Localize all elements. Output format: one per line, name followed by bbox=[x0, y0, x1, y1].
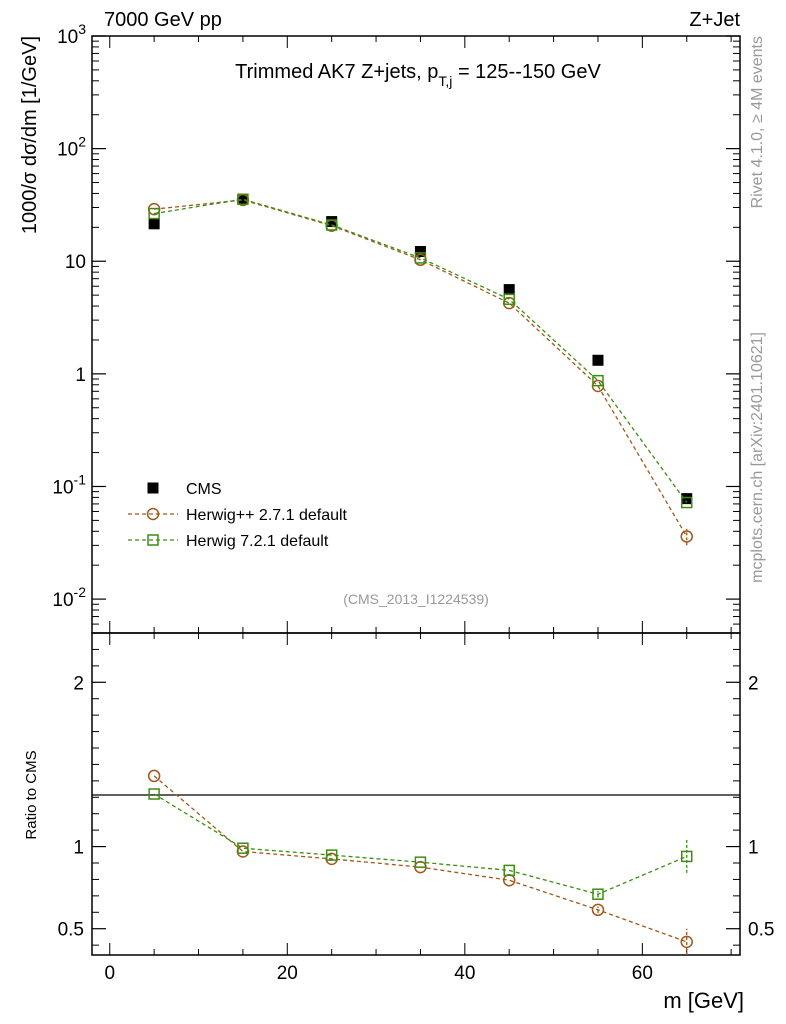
main-y-tick-base: 10 bbox=[65, 252, 86, 273]
point-herwig-2-7-1-default bbox=[147, 769, 161, 783]
point-herwig-7-2-1-default bbox=[503, 293, 515, 305]
series-line-herwig-7-2-1-default bbox=[154, 198, 688, 503]
point-herwig-7-2-1-default bbox=[592, 374, 604, 387]
main-title-head: Trimmed AK7 Z+jets, p bbox=[235, 61, 438, 83]
header-left: 7000 GeV pp bbox=[104, 9, 222, 31]
legend-label-herwig-2-7-1-default: Herwig++ 2.7.1 default bbox=[186, 507, 348, 524]
main-y-tick-label: 1 bbox=[75, 365, 86, 386]
point-herwig-7-2-1-default bbox=[148, 788, 160, 800]
ratio-y-tick-label-left: 2 bbox=[73, 673, 84, 694]
series-cms bbox=[148, 193, 693, 505]
ratio-y-tick-label-left: 1 bbox=[73, 838, 84, 859]
point-herwig-7-2-1-default bbox=[680, 496, 693, 509]
point-herwig-7-2-1-default bbox=[237, 193, 249, 206]
legend-label-cms: CMS bbox=[186, 481, 222, 498]
point-herwig-7-2-1-default bbox=[148, 207, 160, 220]
legend-label-herwig-7-2-1-default: Herwig 7.2.1 default bbox=[186, 533, 329, 550]
main-y-tick-label: 103 bbox=[57, 21, 86, 48]
main-y-tick-base: 1 bbox=[75, 365, 86, 386]
ratio-y-tick-label-right: 1 bbox=[748, 838, 759, 859]
main-y-tick-base: 10 bbox=[57, 140, 78, 161]
series-line-herwig-7-2-1-default bbox=[153, 793, 687, 895]
main-y-tick-label: 10-1 bbox=[52, 471, 86, 498]
main-y-tick-exponent: 2 bbox=[78, 134, 86, 150]
ratio-y-tick-label-right: 2 bbox=[748, 673, 759, 694]
ratio-series bbox=[147, 769, 693, 955]
point-herwig-7-2-1-default bbox=[325, 849, 338, 861]
main-title: Trimmed AK7 Z+jets, pT,j = 125--150 GeV bbox=[235, 61, 601, 89]
main-y-tick-label: 102 bbox=[57, 134, 86, 161]
legend: CMS Herwig++ 2.7.1 default Herwig 7.2.1 de… bbox=[128, 481, 348, 550]
main-series bbox=[147, 193, 693, 546]
x-axis-label: m [GeV] bbox=[663, 988, 744, 1013]
main-y-tick-base: 10 bbox=[57, 27, 78, 48]
point-herwig-7-2-1-default bbox=[414, 252, 427, 264]
ratio-axis-ticks: 0.5 0.51 12 20 20 40 60 bbox=[58, 633, 774, 984]
point-cms bbox=[592, 354, 604, 366]
point-cms bbox=[414, 246, 426, 258]
ratio-plot-frame bbox=[91, 632, 741, 956]
point-cms bbox=[148, 218, 160, 230]
legend-marker-cms bbox=[147, 482, 159, 494]
point-herwig-7-2-1-default bbox=[592, 888, 604, 900]
main-y-tick-label: 10 bbox=[65, 252, 86, 273]
main-y-axis-label: 1000/σ dσ/dm [1/GeV] bbox=[19, 36, 41, 234]
main-y-tick-exponent: -2 bbox=[74, 584, 87, 600]
series-line-herwig-2-7-1-default bbox=[154, 199, 688, 537]
series-herwig-7-2-1-default bbox=[148, 788, 693, 900]
series-line-herwig-2-7-1-default bbox=[153, 775, 687, 943]
series-herwig-7-2-1-default bbox=[148, 193, 693, 509]
ratio-y-tick-label-left: 0.5 bbox=[58, 920, 84, 941]
point-herwig-7-2-1-default bbox=[325, 219, 338, 231]
point-herwig-2-7-1-default bbox=[680, 935, 693, 949]
ratio-x-tick-label: 0 bbox=[104, 963, 115, 984]
main-title-sub: T,j bbox=[438, 73, 452, 89]
point-herwig-7-2-1-default bbox=[680, 850, 693, 863]
point-herwig-7-2-1-default bbox=[414, 856, 427, 868]
point-herwig-2-7-1-default bbox=[591, 903, 605, 917]
main-y-tick-exponent: 3 bbox=[78, 21, 86, 37]
header-right: Z+Jet bbox=[689, 9, 740, 31]
side-bottom-text: mcplots.cern.ch [arXiv:2401.10621] bbox=[749, 332, 766, 583]
legend-marker-herwig-2-7-1-default bbox=[146, 507, 160, 521]
main-y-tick-exponent: -1 bbox=[74, 471, 87, 487]
main-title-tail: = 125--150 GeV bbox=[452, 61, 601, 83]
main-y-tick-label: 10-2 bbox=[52, 584, 86, 611]
analysis-id-label: (CMS_2013_I1224539) bbox=[343, 591, 489, 607]
main-y-tick-base: 10 bbox=[52, 477, 73, 498]
ratio-x-tick-label: 20 bbox=[277, 963, 298, 984]
side-top-text: Rivet 4.1.0, ≥ 4M events bbox=[749, 36, 766, 208]
legend-marker-herwig-7-2-1-default bbox=[147, 534, 159, 546]
ratio-panel: 0.5 0.51 12 20 20 40 60 Ratio to CMS m [GeV] bbox=[23, 632, 774, 1013]
point-cms bbox=[681, 493, 693, 505]
point-herwig-7-2-1-default bbox=[237, 842, 249, 854]
point-cms bbox=[503, 284, 515, 296]
ratio-x-tick-label: 60 bbox=[632, 963, 653, 984]
point-herwig-2-7-1-default bbox=[680, 530, 693, 543]
ratio-y-tick-label-right: 0.5 bbox=[748, 920, 774, 941]
main-y-tick-base: 10 bbox=[52, 590, 73, 611]
point-cms bbox=[237, 193, 249, 205]
point-cms bbox=[326, 216, 338, 228]
ratio-y-axis-label: Ratio to CMS bbox=[23, 750, 40, 839]
point-herwig-7-2-1-default bbox=[503, 864, 515, 877]
ratio-x-tick-label: 40 bbox=[454, 963, 475, 984]
